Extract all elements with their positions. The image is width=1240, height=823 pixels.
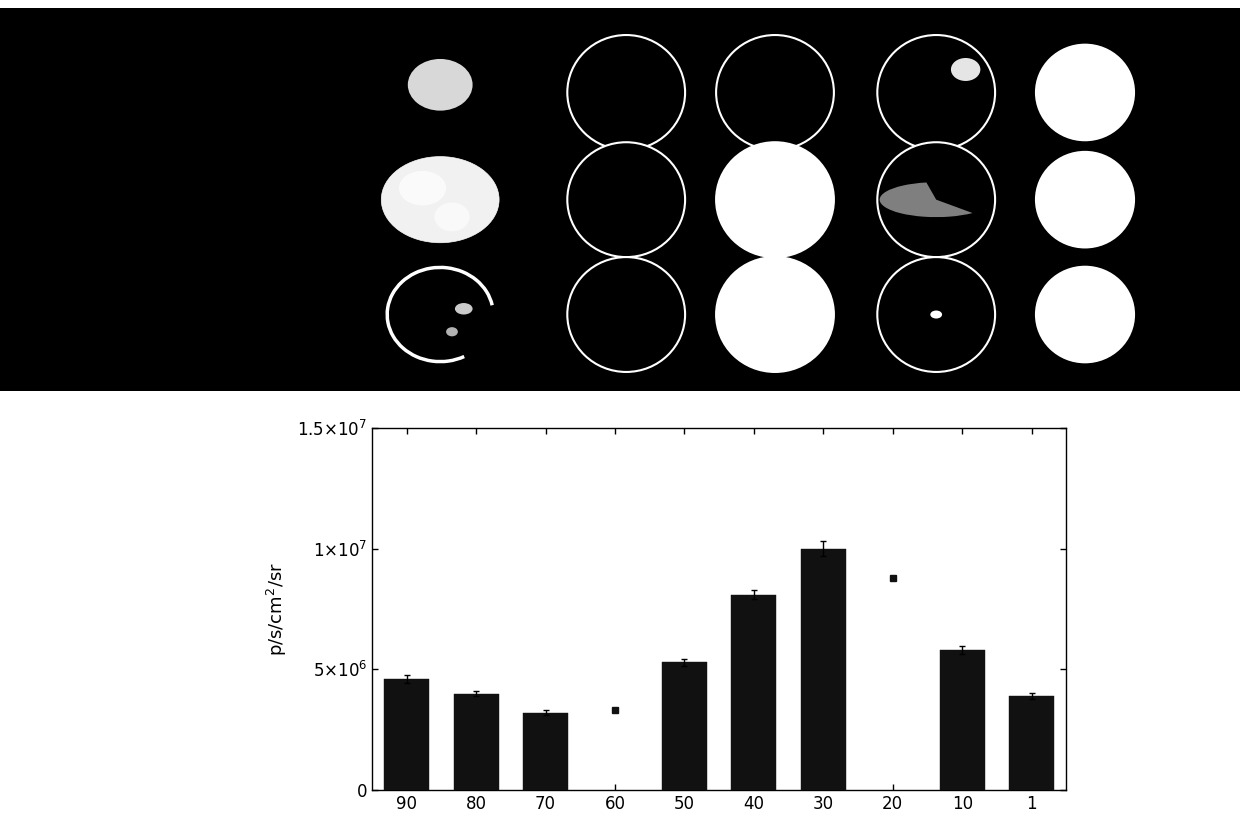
Ellipse shape [408,59,472,110]
Ellipse shape [878,35,994,150]
Ellipse shape [878,142,994,257]
Ellipse shape [446,328,458,337]
Ellipse shape [568,142,684,257]
Bar [662,663,707,790]
Ellipse shape [399,171,446,206]
Wedge shape [879,183,972,217]
Ellipse shape [455,303,472,314]
Bar [801,549,846,790]
Ellipse shape [717,257,835,372]
Bar [732,594,776,790]
Ellipse shape [951,58,981,81]
Ellipse shape [930,310,942,319]
Ellipse shape [1035,44,1135,142]
Bar [940,650,985,790]
Ellipse shape [878,257,994,372]
Ellipse shape [568,35,684,150]
Bar [523,713,568,790]
Bar [1009,696,1054,790]
Ellipse shape [1035,266,1135,363]
Y-axis label: p/s/cm$^2$/sr: p/s/cm$^2$/sr [264,562,289,656]
Ellipse shape [717,142,835,257]
Ellipse shape [1035,151,1135,249]
Bar [384,679,429,790]
Ellipse shape [717,35,835,150]
Ellipse shape [434,202,470,231]
Ellipse shape [382,156,498,243]
Bar [454,694,498,790]
Ellipse shape [568,257,684,372]
X-axis label: $f_w$ (vol%): $f_w$ (vol%) [678,821,760,823]
